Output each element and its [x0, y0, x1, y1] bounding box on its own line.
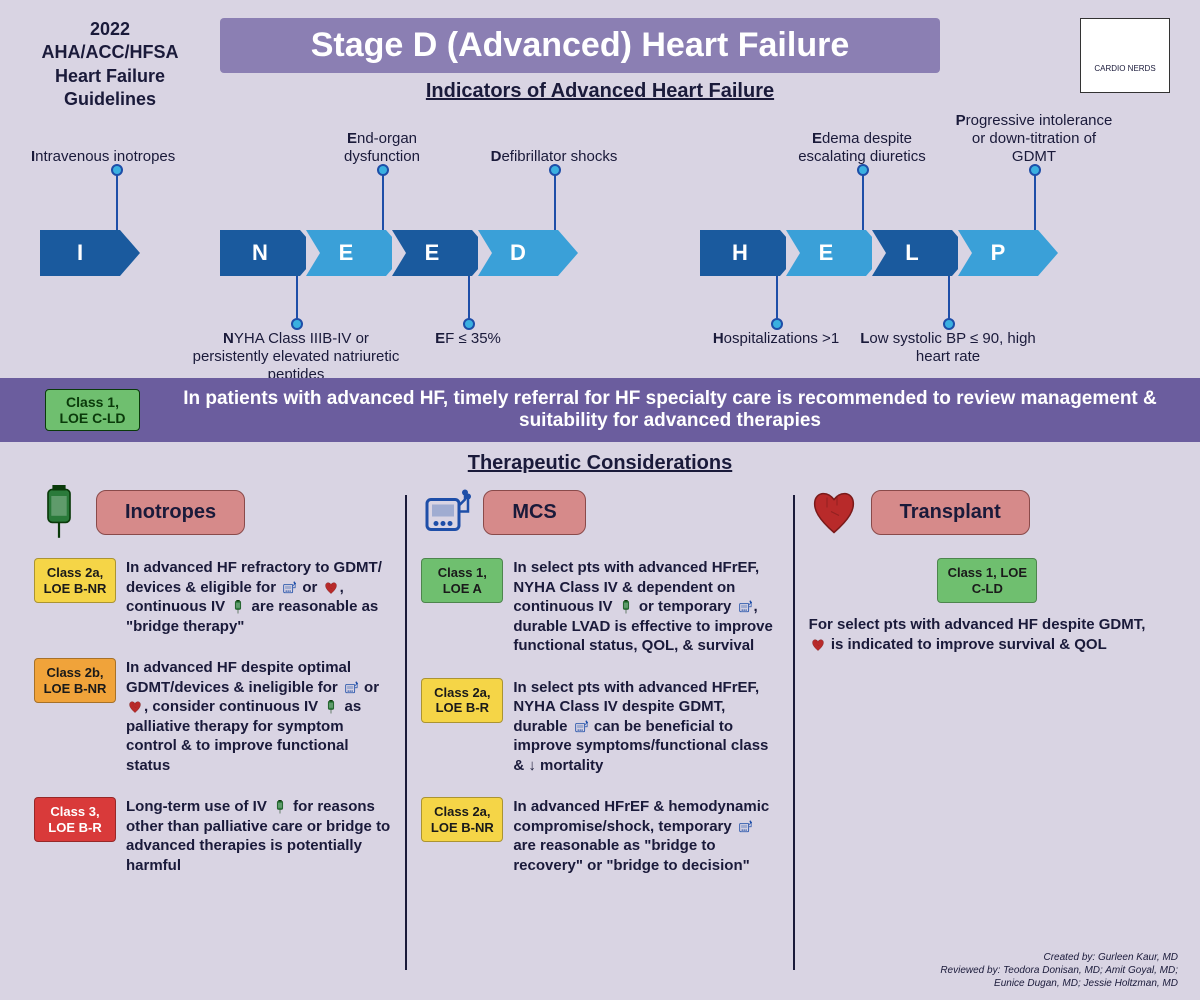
recommendation-text: In advanced HFrEF & hemodynamic compromi…: [513, 797, 778, 875]
mcs-device-icon: [421, 485, 471, 540]
recommendation-text: In patients with advanced HF, timely ref…: [183, 388, 1157, 431]
mnemonic-arrow: I: [40, 230, 140, 276]
indicator-pin: [554, 170, 556, 230]
recommendation-text: In select pts with advanced HFrEF, NYHA …: [513, 558, 778, 656]
therapy-title: Inotropes: [96, 490, 245, 535]
class-badge: Class 2a, LOE B-R: [421, 678, 503, 723]
mcs-icon: [737, 820, 753, 834]
mnemonic-arrow: L: [872, 230, 972, 276]
page-title: Stage D (Advanced) Heart Failure: [220, 18, 940, 73]
therapy-title: Transplant: [871, 490, 1030, 535]
class-badge: Class 1, LOE A: [421, 558, 503, 603]
indicator-label: Edema despite escalating diuretics: [787, 130, 937, 166]
iv-icon: [272, 800, 288, 814]
mnemonic-arrow: E: [786, 230, 886, 276]
indicator-pin: [1034, 170, 1036, 230]
recommendation-bar: Class 1, LOE C-LD In patients with advan…: [0, 378, 1200, 442]
iv-bag-icon: [34, 485, 84, 540]
mnemonic-arrow: N: [220, 230, 320, 276]
indicator-label: Intravenous inotropes: [31, 148, 201, 166]
therapy-column: MCS Class 1, LOE AIn select pts with adv…: [407, 485, 792, 970]
iv-icon: [230, 600, 246, 614]
recommendation-text: In advanced HF refractory to GDMT/ devic…: [126, 558, 391, 636]
credits-reviewed: Reviewed by: Teodora Donisan, MD; Amit G…: [908, 964, 1178, 990]
heart-icon: [127, 700, 143, 714]
indicator-pin: [948, 276, 950, 324]
indicator-pin: [116, 170, 118, 230]
credits-created: Created by: Gurleen Kaur, MD: [908, 951, 1178, 964]
recommendation-badge: Class 1, LOE C-LD: [45, 389, 140, 431]
therapy-column: Transplant Class 1, LOE C-LD For select p…: [795, 485, 1180, 970]
indicator-label: Hospitalizations >1: [696, 330, 856, 348]
therapy-column: Inotropes Class 2a, LOE B-NRIn advanced …: [20, 485, 405, 970]
indicator-label: NYHA Class IIIB-IV or persistently eleva…: [191, 330, 401, 384]
mnemonic-arrow: D: [478, 230, 578, 276]
heart-icon: [323, 581, 339, 595]
mcs-icon: [343, 681, 359, 695]
indicators-heading: Indicators of Advanced Heart Failure: [0, 80, 1200, 103]
class-badge: Class 1, LOE C-LD: [937, 558, 1037, 603]
therapeutic-columns: Inotropes Class 2a, LOE B-NRIn advanced …: [20, 485, 1180, 970]
recommendation-text: In select pts with advanced HFrEF, NYHA …: [513, 678, 778, 776]
indicator-label: Defibrillator shocks: [479, 148, 629, 166]
mnemonic-arrow: P: [958, 230, 1058, 276]
recommendation-text: In advanced HF despite optimal GDMT/devi…: [126, 658, 391, 775]
mcs-icon: [281, 581, 297, 595]
indicator-pin: [296, 276, 298, 324]
indicator-label: EF ≤ 35%: [423, 330, 513, 348]
indicator-pin: [776, 276, 778, 324]
arrow-band: INEEDHELPIntravenous inotropesNYHA Class…: [40, 230, 1170, 276]
class-badge: Class 3, LOE B-R: [34, 797, 116, 842]
mnemonic-arrow: H: [700, 230, 800, 276]
recommendation-text: For select pts with advanced HF despite …: [809, 615, 1166, 654]
therapy-title: MCS: [483, 490, 585, 535]
indicator-label: End-organ dysfunction: [317, 130, 447, 166]
mnemonic-arrow: E: [306, 230, 406, 276]
indicator-label: Low systolic BP ≤ 90, high heart rate: [858, 330, 1038, 366]
class-badge: Class 2a, LOE B-NR: [34, 558, 116, 603]
mcs-icon: [737, 600, 753, 614]
class-badge: Class 2a, LOE B-NR: [421, 797, 503, 842]
credits: Created by: Gurleen Kaur, MD Reviewed by…: [908, 951, 1178, 990]
iv-icon: [618, 600, 634, 614]
mnemonic-arrow: E: [392, 230, 492, 276]
recommendation-text: Long-term use of IV for reasons other th…: [126, 797, 391, 875]
heart-icon: [809, 485, 859, 540]
heart-icon: [810, 638, 826, 652]
indicator-pin: [862, 170, 864, 230]
therapeutic-heading: Therapeutic Considerations: [0, 452, 1200, 475]
class-badge: Class 2b, LOE B-NR: [34, 658, 116, 703]
indicator-pin: [468, 276, 470, 324]
indicator-pin: [382, 170, 384, 230]
mcs-icon: [573, 720, 589, 734]
iv-icon: [323, 700, 339, 714]
indicator-label: Progressive intolerance or down-titratio…: [954, 112, 1114, 166]
